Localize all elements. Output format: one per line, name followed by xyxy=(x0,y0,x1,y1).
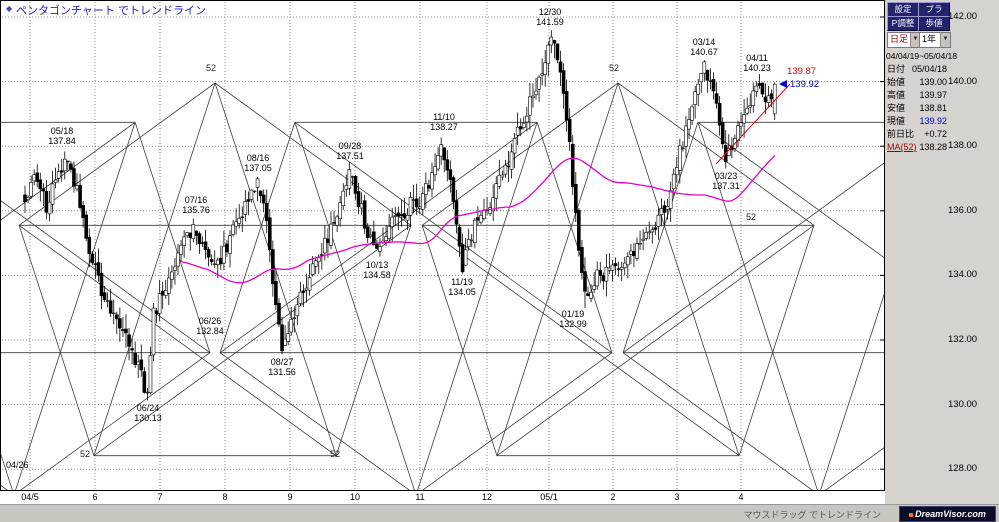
plot[interactable] xyxy=(0,0,885,491)
field-high-label: 高値 xyxy=(887,90,906,100)
logo-dot-icon xyxy=(909,512,914,517)
time-tick-label: 9 xyxy=(287,492,293,502)
period-select[interactable]: 1年 ▼ xyxy=(919,32,951,48)
field-change-value: +0.72 xyxy=(924,129,947,139)
price-tick-label: 134.00 xyxy=(948,269,978,281)
field-last-label: 現値 xyxy=(887,116,906,126)
period-value: 1年 xyxy=(922,34,937,44)
price-tick-label: 132.00 xyxy=(948,334,978,345)
field-date-label: 日付 xyxy=(887,64,906,74)
field-ma52-value: 138.28 xyxy=(919,142,947,152)
field-low-value: 138.81 xyxy=(919,103,947,113)
field-last-value: 139.92 xyxy=(919,116,947,126)
time-axis: 04/5 6 7 8 9 10 11 12 05/1 2 3 4 xyxy=(0,491,885,504)
time-tick-label: 3 xyxy=(674,492,680,502)
price-axis: 142.00 140.00 138.00 136.00 134.00 132.00 130.… xyxy=(885,0,999,491)
time-tick-label: 8 xyxy=(222,492,228,502)
timeframe-select[interactable]: 日足 ▼ xyxy=(887,32,921,48)
timeframe-value: 日足 xyxy=(890,34,908,44)
field-high-value: 139.97 xyxy=(919,90,947,100)
time-tick-label: 05/1 xyxy=(540,492,558,502)
price-tick-label: 130.00 xyxy=(948,398,978,410)
chart-area[interactable]: ◆ ペンタゴンチャート でトレンドライン 05/18 137.84 06/24 130… xyxy=(0,0,885,491)
field-change-label: 前日比 xyxy=(887,129,915,139)
side-panel: 04/04/19~05/04/18 設定 ブラ P調整 歩値 日足 ▼ 1年 ▼ 日付 05/04… xyxy=(885,0,999,491)
date-range: 04/04/19~05/04/18 xyxy=(886,51,958,61)
price-tick-label: 142.00 xyxy=(948,11,978,22)
time-tick-label: 04/5 xyxy=(21,492,39,502)
logo-text: DreamVisor.com xyxy=(915,509,986,519)
status-bar: マウスドラッグ でトレンドライン DreamVisor.com xyxy=(0,504,999,522)
field-change: 前日比 +0.72 xyxy=(887,129,947,140)
time-tick-label: 6 xyxy=(92,492,98,502)
price-tick-label: 136.00 xyxy=(948,204,978,216)
price-tick-label: 140.00 xyxy=(948,75,978,87)
field-ma52: MA(52) 138.28 xyxy=(887,142,947,153)
time-tick-label: 10 xyxy=(349,492,361,502)
field-low-label: 安値 xyxy=(887,103,906,113)
time-tick-label: 4 xyxy=(738,492,744,502)
time-tick-label: 11 xyxy=(415,492,425,502)
time-tick-label: 7 xyxy=(157,492,163,502)
field-last: 現値 139.92 xyxy=(887,116,947,127)
field-date-value: 05/04/18 xyxy=(911,64,947,74)
price-tick-label: 128.00 xyxy=(948,463,978,475)
browser-button[interactable]: ブラ xyxy=(918,2,950,17)
current-price-arrow-icon xyxy=(779,80,787,88)
brand-logo[interactable]: DreamVisor.com xyxy=(899,506,996,522)
ma52-line xyxy=(180,154,776,284)
price-tick-label: 138.00 xyxy=(948,140,978,152)
gridlines xyxy=(2,2,883,489)
chevron-down-icon[interactable]: ▼ xyxy=(940,33,950,47)
settings-button[interactable]: 設定 xyxy=(887,2,919,17)
field-date: 日付 05/04/18 xyxy=(887,64,947,75)
trendline-hint: マウスドラッグ でトレンドライン xyxy=(743,510,881,520)
candles xyxy=(23,30,777,401)
field-open-value: 139.00 xyxy=(919,77,947,87)
field-low: 安値 138.81 xyxy=(887,103,947,114)
p-adjust-button[interactable]: P調整 xyxy=(887,16,919,31)
trendline xyxy=(715,83,791,165)
pentagon-overlay xyxy=(1,82,884,490)
chevron-down-icon[interactable]: ▼ xyxy=(910,33,920,47)
field-high: 高値 139.97 xyxy=(887,90,947,101)
field-open: 始値 139.00 xyxy=(887,77,947,88)
time-tick-label: 12 xyxy=(481,492,493,502)
field-open-label: 始値 xyxy=(887,77,906,87)
step-values-button[interactable]: 歩値 xyxy=(918,16,950,31)
time-tick-label: 2 xyxy=(610,492,616,502)
field-ma52-label[interactable]: MA(52) xyxy=(887,142,917,152)
